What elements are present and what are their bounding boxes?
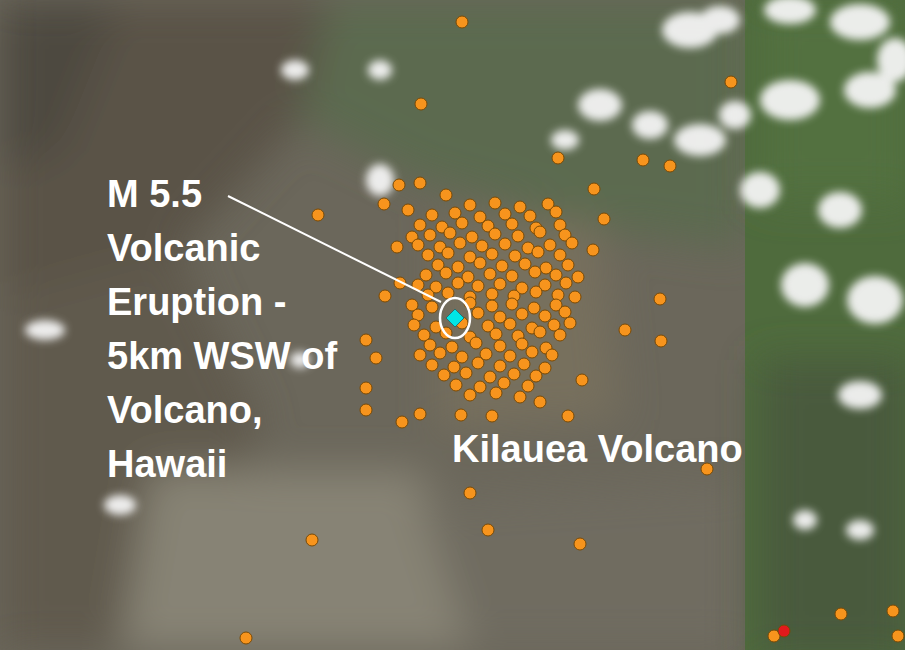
svg-text:5km WSW of: 5km WSW of: [107, 335, 337, 377]
svg-text:M 5.5: M 5.5: [107, 173, 202, 215]
svg-text:Volcanic: Volcanic: [107, 227, 260, 269]
svg-text:Eruption -: Eruption -: [107, 281, 286, 323]
svg-text:Kilauea Volcano: Kilauea Volcano: [452, 428, 743, 470]
svg-text:Hawaii: Hawaii: [107, 443, 227, 485]
svg-text:Volcano,: Volcano,: [107, 389, 263, 431]
